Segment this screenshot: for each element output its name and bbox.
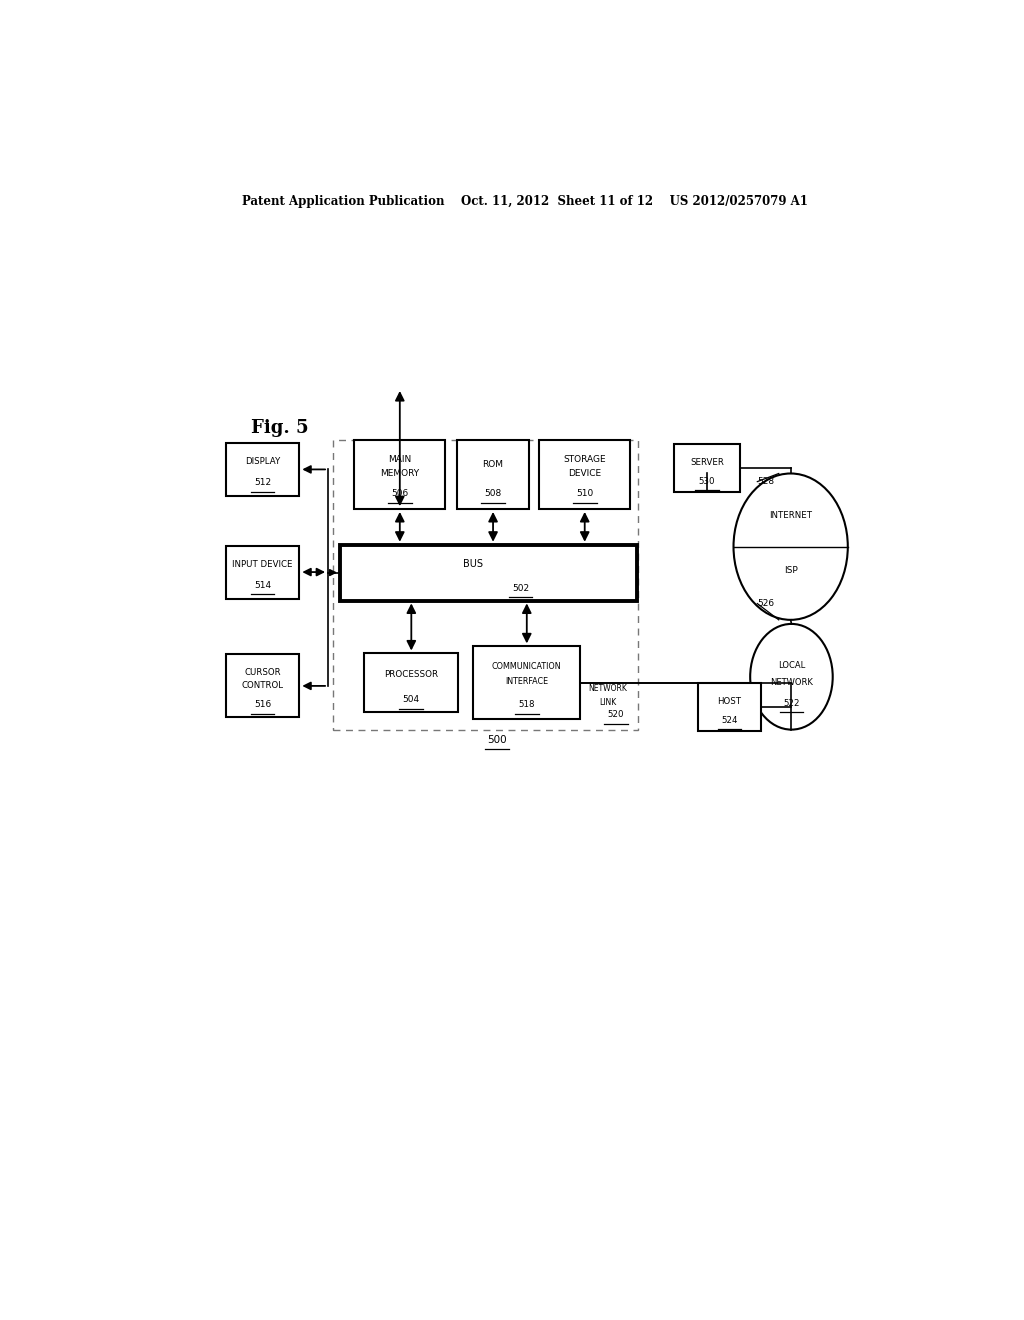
Text: 528: 528 xyxy=(758,477,774,486)
Bar xyxy=(697,682,761,731)
Text: 530: 530 xyxy=(698,477,715,486)
Text: LOCAL: LOCAL xyxy=(778,660,805,669)
Text: 516: 516 xyxy=(254,701,271,709)
Text: 506: 506 xyxy=(391,490,409,499)
Text: STORAGE: STORAGE xyxy=(563,455,606,463)
Bar xyxy=(225,444,299,496)
Bar xyxy=(225,545,299,598)
Text: 510: 510 xyxy=(577,490,593,499)
Text: SERVER: SERVER xyxy=(690,458,724,467)
Text: 500: 500 xyxy=(487,735,507,744)
Bar xyxy=(458,440,528,510)
Bar xyxy=(354,440,445,510)
Text: MAIN: MAIN xyxy=(388,455,412,463)
Text: NETWORK: NETWORK xyxy=(589,685,628,693)
Text: 520: 520 xyxy=(608,710,625,719)
Text: INTERNET: INTERNET xyxy=(769,511,812,520)
Text: 524: 524 xyxy=(721,715,738,725)
Text: DEVICE: DEVICE xyxy=(568,469,601,478)
Text: 512: 512 xyxy=(254,478,271,487)
Text: MEMORY: MEMORY xyxy=(380,469,420,478)
Text: INPUT DEVICE: INPUT DEVICE xyxy=(232,560,293,569)
Text: 522: 522 xyxy=(783,698,800,708)
Text: 518: 518 xyxy=(518,701,535,709)
Text: ISP: ISP xyxy=(783,565,798,574)
Text: COMMUNICATION: COMMUNICATION xyxy=(492,663,561,672)
Bar xyxy=(365,653,458,713)
Bar xyxy=(225,655,299,718)
Text: PROCESSOR: PROCESSOR xyxy=(384,669,438,678)
Text: CURSOR: CURSOR xyxy=(244,668,281,677)
Bar xyxy=(340,545,638,601)
Bar xyxy=(539,440,631,510)
Text: ROM: ROM xyxy=(482,459,504,469)
Text: CONTROL: CONTROL xyxy=(242,681,284,690)
Bar xyxy=(473,647,581,719)
Text: 526: 526 xyxy=(758,599,774,609)
Text: Patent Application Publication    Oct. 11, 2012  Sheet 11 of 12    US 2012/02570: Patent Application Publication Oct. 11, … xyxy=(242,194,808,207)
Text: 514: 514 xyxy=(254,581,271,590)
Text: 504: 504 xyxy=(402,694,420,704)
Text: BUS: BUS xyxy=(463,560,483,569)
Text: HOST: HOST xyxy=(718,697,741,705)
Bar xyxy=(674,444,740,492)
Circle shape xyxy=(751,624,833,730)
Text: LINK: LINK xyxy=(599,698,616,706)
Text: 508: 508 xyxy=(484,490,502,499)
Text: Fig. 5: Fig. 5 xyxy=(251,418,308,437)
Circle shape xyxy=(733,474,848,620)
Text: DISPLAY: DISPLAY xyxy=(245,457,281,466)
Bar xyxy=(333,440,638,730)
Text: 502: 502 xyxy=(512,583,529,593)
Bar xyxy=(333,440,638,730)
Text: INTERFACE: INTERFACE xyxy=(505,677,548,686)
Text: NETWORK: NETWORK xyxy=(770,677,813,686)
